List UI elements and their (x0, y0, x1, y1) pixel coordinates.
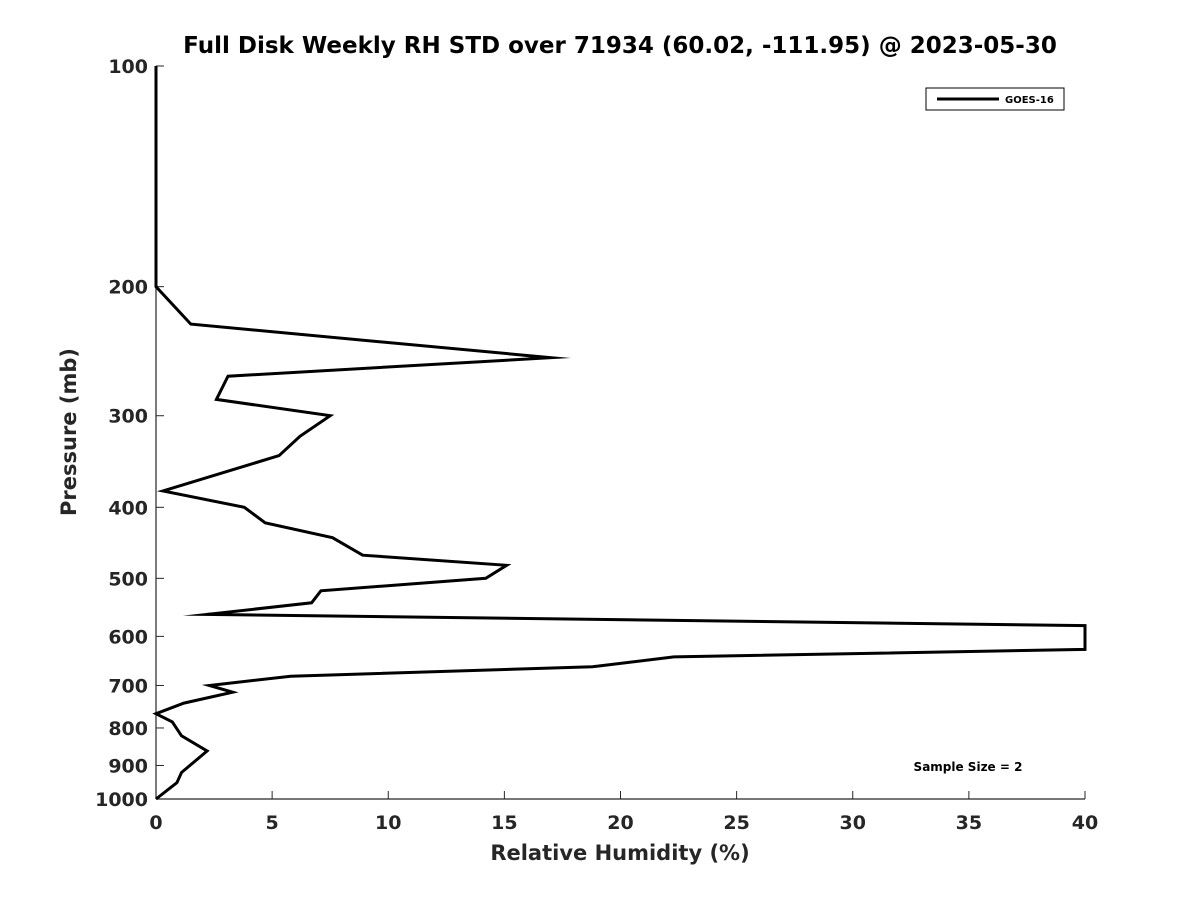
legend-label-goes16: GOES-16 (1005, 95, 1054, 106)
y-tick-label: 700 (108, 675, 148, 697)
y-tick-label: 800 (108, 718, 148, 740)
y-tick-label: 400 (108, 497, 148, 519)
x-tick-label: 0 (149, 812, 162, 834)
y-tick-label: 900 (108, 755, 148, 777)
y-tick-label: 1000 (95, 789, 148, 811)
x-tick-label: 30 (840, 812, 866, 834)
y-tick-label: 600 (108, 626, 148, 648)
y-tick-label: 300 (108, 406, 148, 428)
series-line-goes-16 (152, 66, 1087, 801)
series-layer (152, 66, 1087, 801)
x-tick-label: 35 (956, 812, 982, 834)
x-tick-label: 25 (723, 812, 749, 834)
x-tick-label: 5 (266, 812, 279, 834)
x-tick-label: 15 (491, 812, 517, 834)
y-axis-label: Pressure (mb) (57, 348, 81, 516)
y-axis-ticks: 100 200 300 400 500 600 700 800 900 1000 (95, 56, 164, 811)
chart-title: Full Disk Weekly RH STD over 71934 (60.0… (183, 33, 1057, 59)
y-tick-label: 500 (108, 568, 148, 590)
x-axis-ticks: 0 5 10 15 20 25 30 35 40 (149, 791, 1098, 834)
legend: GOES-16 (925, 87, 1065, 111)
x-tick-label: 40 (1072, 812, 1098, 834)
x-tick-label: 10 (375, 812, 401, 834)
sample-size-annotation: Sample Size = 2 (914, 760, 1023, 774)
y-tick-label: 100 (108, 56, 148, 78)
x-axis-label: Relative Humidity (%) (490, 841, 749, 865)
x-tick-label: 20 (607, 812, 633, 834)
y-tick-label: 200 (108, 277, 148, 299)
